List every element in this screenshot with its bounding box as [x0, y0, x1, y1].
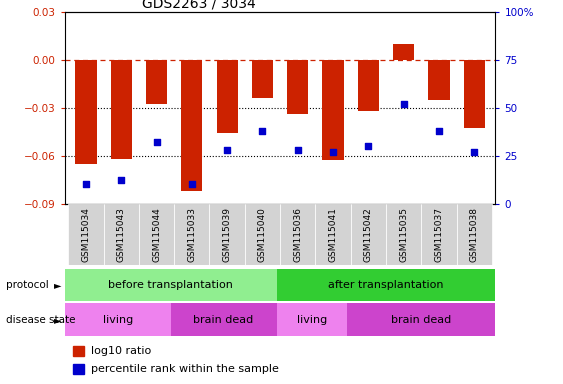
- Text: ►: ►: [53, 280, 61, 290]
- Point: [435, 127, 444, 134]
- Point: [364, 143, 373, 149]
- Bar: [104, 204, 139, 265]
- Text: GSM115044: GSM115044: [152, 207, 161, 262]
- Bar: [209, 204, 245, 265]
- Bar: [315, 204, 351, 265]
- Text: GSM115035: GSM115035: [399, 207, 408, 262]
- Text: GSM115033: GSM115033: [187, 207, 196, 262]
- Bar: [174, 204, 209, 265]
- Bar: [457, 204, 492, 265]
- Bar: [181, 60, 203, 191]
- Bar: [386, 204, 421, 265]
- Text: brain dead: brain dead: [194, 314, 254, 325]
- Bar: [146, 60, 167, 104]
- Text: GSM115036: GSM115036: [293, 207, 302, 262]
- Point: [293, 147, 302, 153]
- Bar: [65, 303, 171, 336]
- Text: GDS2263 / 3034: GDS2263 / 3034: [142, 0, 256, 10]
- Bar: [351, 204, 386, 265]
- Bar: [75, 60, 96, 164]
- Text: living: living: [297, 314, 327, 325]
- Text: GSM115043: GSM115043: [117, 207, 126, 262]
- Text: GSM115034: GSM115034: [82, 207, 91, 262]
- Bar: [276, 303, 347, 336]
- Text: GSM115039: GSM115039: [222, 207, 231, 262]
- Text: GSM115041: GSM115041: [329, 207, 338, 262]
- Point: [258, 127, 267, 134]
- Text: GSM115042: GSM115042: [364, 207, 373, 262]
- Bar: [245, 204, 280, 265]
- Text: GSM115037: GSM115037: [435, 207, 444, 262]
- Text: percentile rank within the sample: percentile rank within the sample: [91, 364, 279, 374]
- Bar: [252, 60, 273, 98]
- Text: living: living: [102, 314, 133, 325]
- Text: ►: ►: [53, 314, 61, 325]
- Bar: [171, 303, 276, 336]
- Text: protocol: protocol: [6, 280, 48, 290]
- Text: before transplantation: before transplantation: [108, 280, 233, 290]
- Text: disease state: disease state: [6, 314, 75, 325]
- Bar: [421, 204, 457, 265]
- Bar: [73, 346, 84, 356]
- Point: [222, 147, 231, 153]
- Bar: [73, 364, 84, 374]
- Text: after transplantation: after transplantation: [328, 280, 444, 290]
- Bar: [287, 60, 309, 114]
- Point: [329, 149, 338, 155]
- Bar: [464, 60, 485, 128]
- Point: [399, 101, 408, 107]
- Bar: [323, 60, 343, 161]
- Text: GSM115040: GSM115040: [258, 207, 267, 262]
- Bar: [393, 43, 414, 60]
- Bar: [68, 204, 104, 265]
- Text: brain dead: brain dead: [391, 314, 452, 325]
- Bar: [217, 60, 238, 133]
- Text: GSM115038: GSM115038: [470, 207, 479, 262]
- Point: [82, 181, 91, 187]
- Bar: [428, 60, 449, 99]
- Point: [117, 177, 126, 184]
- Point: [470, 149, 479, 155]
- Bar: [358, 60, 379, 111]
- Bar: [280, 204, 315, 265]
- Bar: [347, 303, 495, 336]
- Bar: [111, 60, 132, 159]
- Bar: [139, 204, 174, 265]
- Bar: [276, 269, 495, 301]
- Bar: [65, 269, 276, 301]
- Point: [152, 139, 161, 145]
- Text: log10 ratio: log10 ratio: [91, 346, 151, 356]
- Point: [187, 181, 196, 187]
